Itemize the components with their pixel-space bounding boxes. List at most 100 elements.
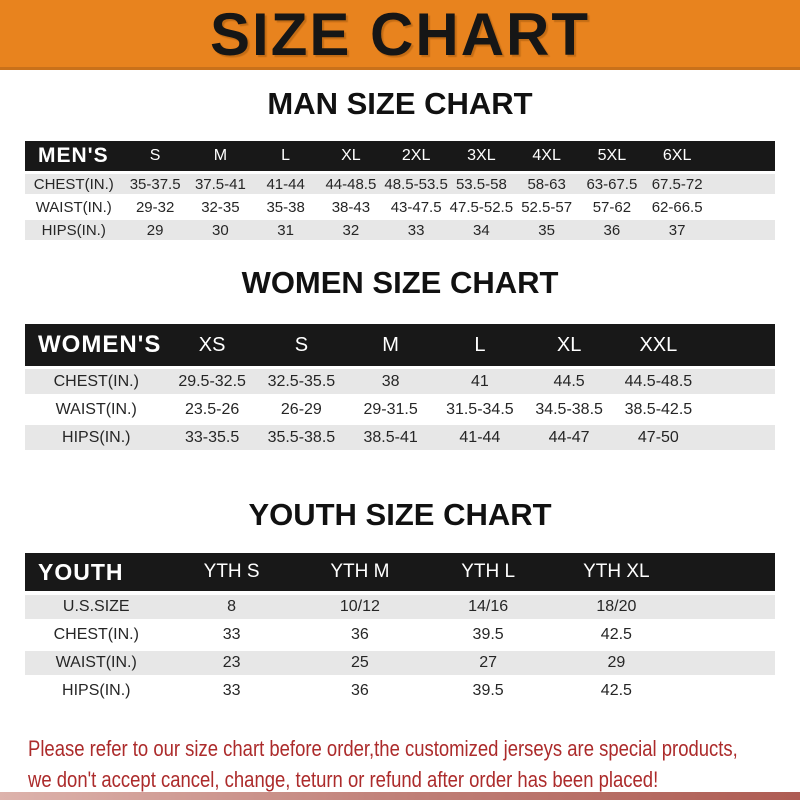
size-value: 38-43 [318, 197, 384, 217]
size-value: 67.5-72 [644, 174, 710, 194]
size-value: 35-37.5 [122, 174, 188, 194]
size-value: 57-62 [579, 197, 645, 217]
filler-cell [709, 197, 775, 217]
row-label: WAIST(IN.) [25, 197, 123, 217]
women-waist-row: WAIST(IN.) 23.5-26 26-29 29-31.5 31.5-34… [25, 397, 775, 422]
women-size-table: WOMEN'S XS S M L XL XXL CHEST(IN.) 29.5-… [25, 321, 775, 453]
size-value: 63-67.5 [579, 174, 645, 194]
size-value: 33 [383, 220, 449, 240]
size-value: 30 [187, 220, 253, 240]
size-value: 58-63 [514, 174, 580, 194]
men-size-header: 6XL [644, 141, 710, 171]
size-value: 8 [167, 595, 296, 619]
size-value: 34 [448, 220, 514, 240]
men-size-header: M [187, 141, 253, 171]
filler-cell [709, 141, 775, 171]
bottom-edge-strip [0, 792, 800, 800]
youth-section-title: YOUTH SIZE CHART [248, 497, 552, 532]
size-value: 31 [253, 220, 319, 240]
size-value: 35.5-38.5 [256, 425, 346, 450]
women-size-header: XS [167, 324, 257, 366]
row-label: HIPS(IN.) [25, 425, 168, 450]
filler-cell [703, 324, 775, 366]
women-section-title: WOMEN SIZE CHART [241, 265, 559, 300]
youth-size-header: YTH M [295, 553, 424, 591]
size-value: 36 [295, 679, 424, 703]
filler-cell [680, 651, 775, 675]
size-value: 41-44 [253, 174, 319, 194]
youth-header-row: YOUTH YTH S YTH M YTH L YTH XL [25, 553, 775, 591]
size-value: 38.5-41 [346, 425, 436, 450]
size-value: 47-50 [613, 425, 703, 450]
men-hips-row: HIPS(IN.) 29 30 31 32 33 34 35 36 37 [25, 220, 775, 240]
size-value: 23 [167, 651, 296, 675]
size-value: 39.5 [424, 679, 553, 703]
size-value: 35 [514, 220, 580, 240]
size-value: 29-32 [122, 197, 188, 217]
size-value: 44.5 [524, 369, 614, 394]
footer-note: Please refer to our size chart before or… [28, 733, 800, 795]
row-label: HIPS(IN.) [25, 679, 168, 703]
filler-cell [680, 595, 775, 619]
men-section-title: MAN SIZE CHART [267, 86, 533, 121]
youth-table-label: YOUTH [25, 553, 168, 591]
women-size-header: L [435, 324, 525, 366]
men-size-header: XL [318, 141, 384, 171]
size-value: 26-29 [256, 397, 346, 422]
row-label: CHEST(IN.) [25, 174, 123, 194]
banner-title: SIZE CHART [210, 1, 590, 68]
size-value: 31.5-34.5 [435, 397, 525, 422]
size-value: 42.5 [552, 679, 681, 703]
men-waist-row: WAIST(IN.) 29-32 32-35 35-38 38-43 43-47… [25, 197, 775, 217]
men-size-header: S [122, 141, 188, 171]
size-value: 27 [424, 651, 553, 675]
men-size-table: MEN'S S M L XL 2XL 3XL 4XL 5XL 6XL CHEST… [25, 138, 775, 243]
filler-cell [703, 425, 775, 450]
size-value: 38.5-42.5 [613, 397, 703, 422]
row-label: CHEST(IN.) [25, 369, 168, 394]
size-value: 44.5-48.5 [613, 369, 703, 394]
size-value: 29 [122, 220, 188, 240]
size-value: 29.5-32.5 [167, 369, 257, 394]
filler-cell [703, 397, 775, 422]
size-value: 32.5-35.5 [256, 369, 346, 394]
size-value: 35-38 [253, 197, 319, 217]
size-value: 10/12 [295, 595, 424, 619]
youth-size-header: YTH S [167, 553, 296, 591]
youth-ussize-row: U.S.SIZE 8 10/12 14/16 18/20 [25, 595, 775, 619]
size-value: 48.5-53.5 [383, 174, 449, 194]
size-value: 29 [552, 651, 681, 675]
men-size-header: 2XL [383, 141, 449, 171]
size-value: 36 [295, 623, 424, 647]
row-label: HIPS(IN.) [25, 220, 123, 240]
size-value: 32-35 [187, 197, 253, 217]
youth-waist-row: WAIST(IN.) 23 25 27 29 [25, 651, 775, 675]
women-size-header: M [346, 324, 436, 366]
row-label: U.S.SIZE [25, 595, 168, 619]
men-size-header: L [253, 141, 319, 171]
size-value: 39.5 [424, 623, 553, 647]
size-value: 23.5-26 [167, 397, 257, 422]
size-value: 47.5-52.5 [448, 197, 514, 217]
women-chest-row: CHEST(IN.) 29.5-32.5 32.5-35.5 38 41 44.… [25, 369, 775, 394]
size-value: 36 [579, 220, 645, 240]
size-value: 29-31.5 [346, 397, 436, 422]
size-value: 42.5 [552, 623, 681, 647]
women-table-label: WOMEN'S [25, 324, 168, 366]
filler-cell [709, 174, 775, 194]
size-value: 52.5-57 [514, 197, 580, 217]
size-value: 14/16 [424, 595, 553, 619]
youth-size-header: YTH XL [552, 553, 681, 591]
size-value: 34.5-38.5 [524, 397, 614, 422]
footer-line-1: Please refer to our size chart before or… [28, 736, 738, 761]
size-value: 25 [295, 651, 424, 675]
men-size-header: 3XL [448, 141, 514, 171]
row-label: WAIST(IN.) [25, 397, 168, 422]
filler-cell [703, 369, 775, 394]
size-value: 44-48.5 [318, 174, 384, 194]
filler-cell [680, 623, 775, 647]
size-value: 38 [346, 369, 436, 394]
size-value: 62-66.5 [644, 197, 710, 217]
size-value: 44-47 [524, 425, 614, 450]
men-header-row: MEN'S S M L XL 2XL 3XL 4XL 5XL 6XL [25, 141, 775, 171]
